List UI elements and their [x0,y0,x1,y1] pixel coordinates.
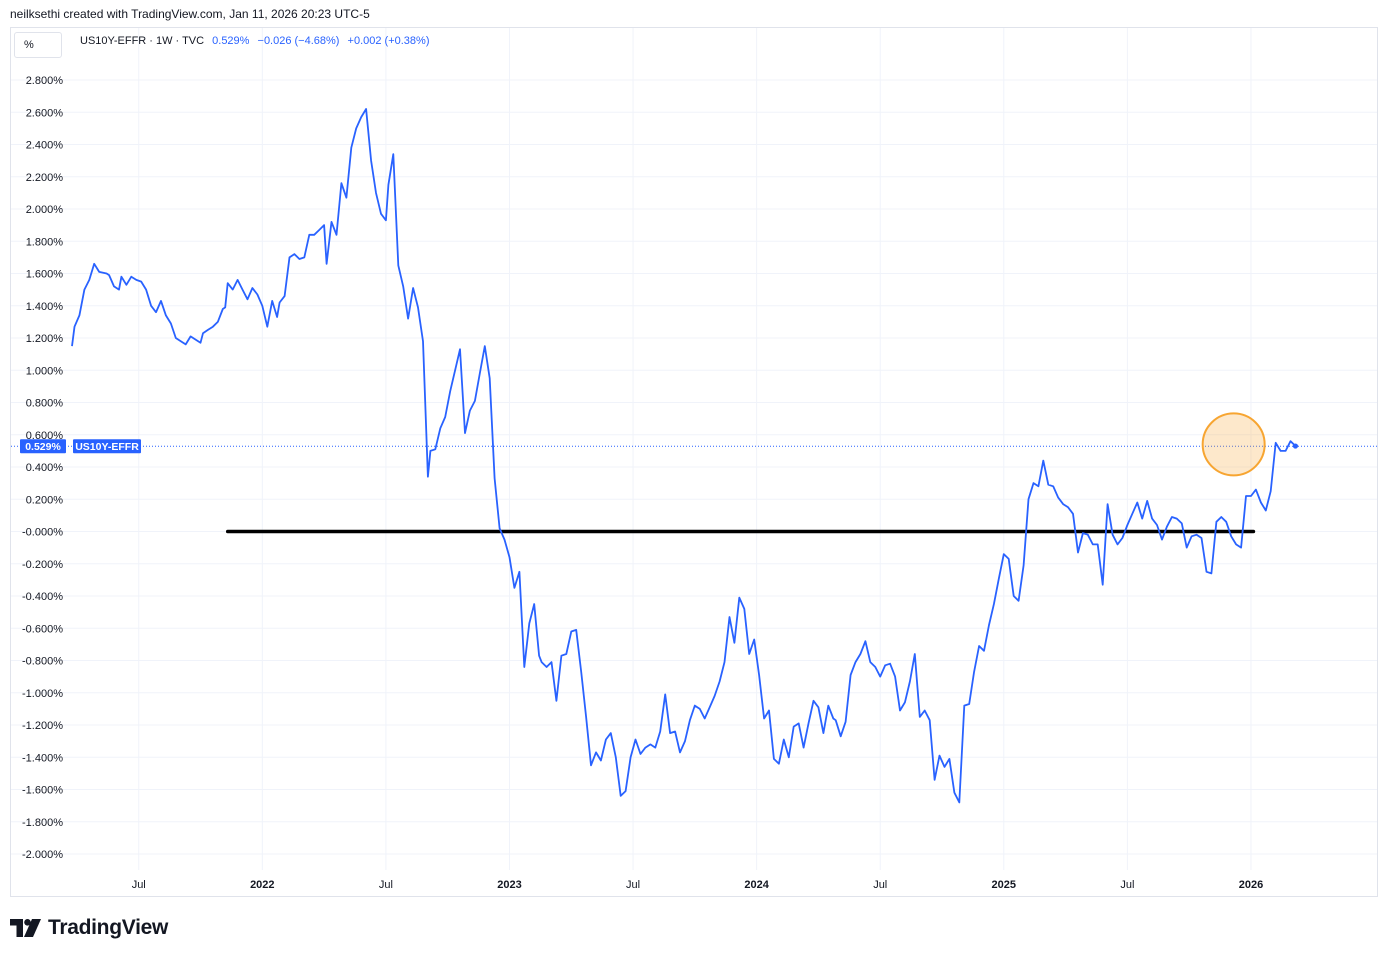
x-axis: Jul 2022 Jul 2023 Jul 2024 Jul 2025 Jul 2026 [132,879,1264,891]
series-path [71,108,1297,804]
x-tick-label: Jul [379,879,393,891]
highlight-marker [1201,412,1266,477]
y-tick-label: 2.800% [26,75,64,87]
x-tick-label: 2023 [497,879,521,891]
x-tick-label: Jul [132,879,146,891]
y-tick-label: -1.600% [22,785,63,797]
x-tick-label: Jul [873,879,887,891]
price-tag: 0.529% US10Y-EFFR [20,439,141,454]
y-tick-label: 2.000% [26,204,64,216]
highlight-circle [1201,412,1266,477]
y-tick-label: 0.200% [26,494,64,506]
price-tag-label-bg [73,439,141,454]
y-tick-label: -1.200% [22,720,63,732]
y-tick-label: 1.400% [26,301,64,313]
percent-scale-button[interactable]: % [14,32,62,58]
tradingview-logo[interactable]: TradingView [10,916,168,940]
chart-frame [10,27,1378,897]
y-tick-label: -0.800% [22,656,63,668]
x-tick-label: Jul [626,879,640,891]
y-tick-label: 0.600% [26,430,64,442]
series-legend[interactable]: US10Y-EFFR · 1W · TVC 0.529% −0.026 (−4.… [80,35,429,47]
y-tick-label: -1.000% [22,688,63,700]
y-tick-label: 2.200% [26,172,64,184]
y-tick-label: -1.400% [22,752,63,764]
legend-change: −0.026 (−4.68%) [257,35,340,47]
y-tick-label: -0.200% [22,559,63,571]
y-tick-label: 1.000% [26,365,64,377]
legend-change-2: +0.002 (+0.38%) [347,35,430,47]
y-tick-label: 0.400% [26,462,64,474]
y-tick-label: 1.200% [26,333,64,345]
y-tick-label: -0.600% [22,623,63,635]
y-axis: 2.800% 2.600% 2.400% 2.200% 2.000% 1.800% 1.60… [22,75,63,861]
price-tag-label: US10Y-EFFR [75,441,139,453]
y-tick-label: 2.400% [26,140,64,152]
x-tick-label: 2024 [744,879,769,891]
chart-credit: neilksethi created with TradingView.com,… [10,7,370,21]
x-tick-label: 2026 [1239,879,1263,891]
y-tick-label: 1.800% [26,236,64,248]
legend-symbol: US10Y-EFFR · 1W · TVC [80,35,205,47]
y-tick-label: -2.000% [22,849,63,861]
legend-last-value: 0.529% [212,35,250,47]
y-tick-label: -0.400% [22,591,63,603]
y-tick-label: -1.800% [22,817,63,829]
x-tick-label: 2025 [992,879,1016,891]
y-tick-label: -0.000% [22,527,63,539]
series-line [11,108,1377,804]
y-tick-label: 1.600% [26,269,64,281]
x-tick-label: 2022 [250,879,274,891]
x-tick-label: Jul [1120,879,1134,891]
price-tag-value: 0.529% [25,441,61,453]
grid-lines [11,28,1377,870]
y-tick-label: 0.800% [26,398,64,410]
brand-name: TradingView [48,916,169,939]
price-tag-value-bg [20,439,66,454]
y-tick-label: 2.600% [26,107,64,119]
tradingview-logo-icon [10,919,41,937]
